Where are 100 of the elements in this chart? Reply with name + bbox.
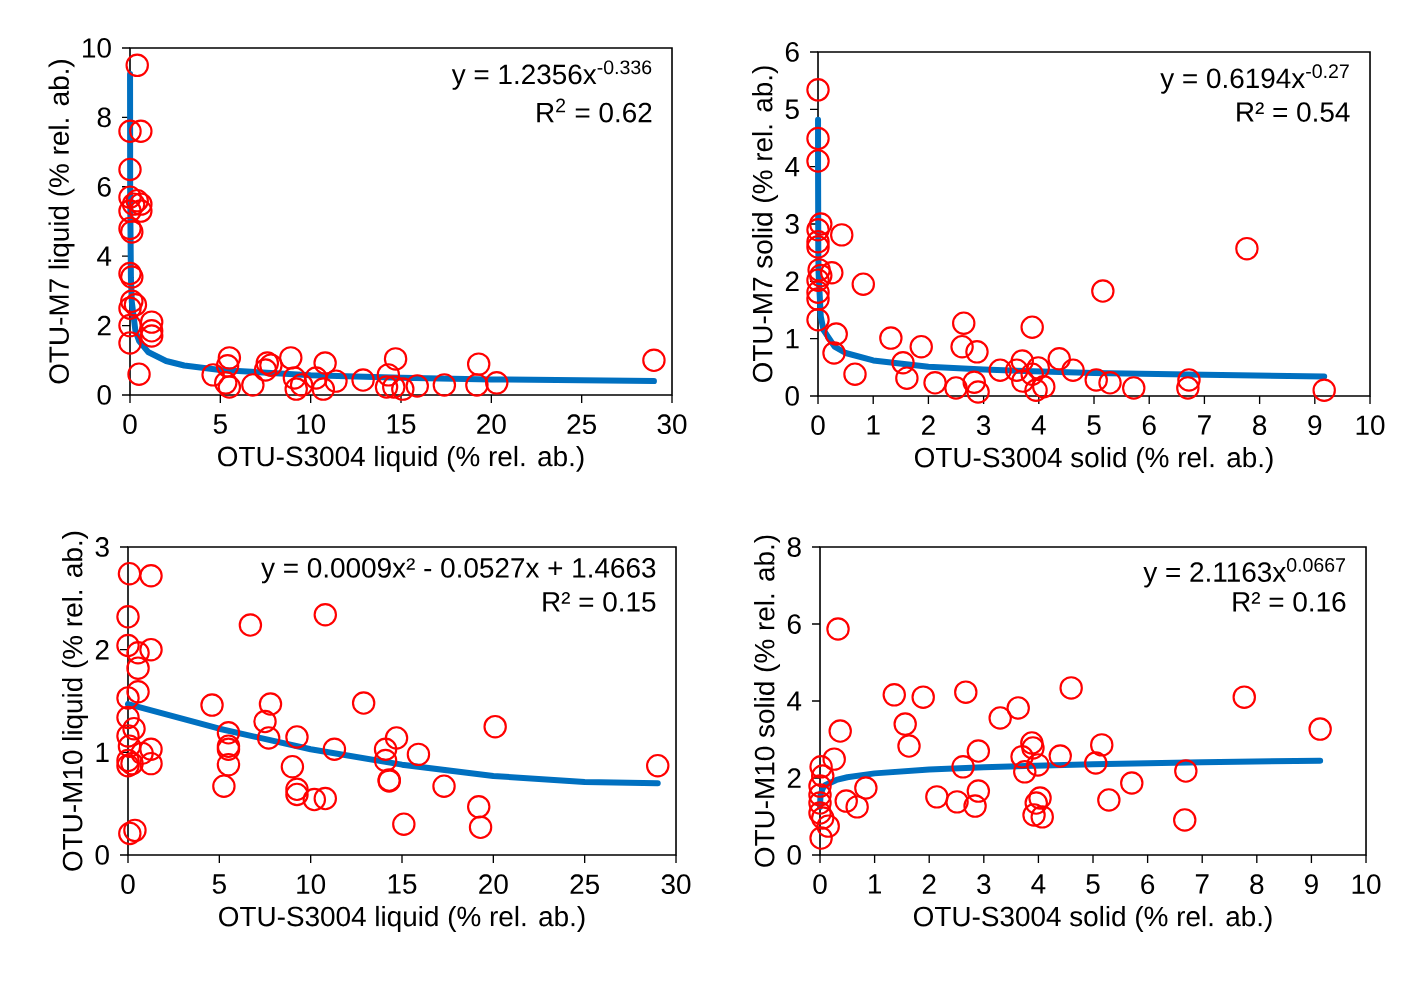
point (882, 683, 906, 707)
y-tick-label: 0 (787, 845, 801, 865)
point (126, 680, 150, 704)
point (845, 795, 869, 819)
point (285, 782, 309, 807)
annotation: R$^{2}$ = 0.62 (537, 98, 652, 123)
y-tick-label: 2 (97, 315, 111, 336)
point (282, 366, 307, 390)
point (238, 613, 263, 637)
point (1020, 315, 1044, 339)
point (1174, 759, 1198, 783)
x-axis-title: OTU-S3004 liquid (% rel. ab.) (218, 445, 584, 472)
point (809, 826, 833, 850)
y-tick-label: 8 (787, 537, 801, 557)
point (1084, 751, 1108, 775)
point (1013, 760, 1037, 784)
point (123, 818, 147, 843)
point (808, 774, 832, 798)
point (118, 821, 142, 846)
y-tick-label: 2 (787, 768, 801, 788)
point (382, 375, 406, 399)
point (465, 373, 489, 397)
y-axis-title: OTU-M7 solid (% rel. ab.) (752, 66, 779, 383)
point (373, 748, 398, 773)
annotation: R² = 0.54 (1237, 102, 1350, 122)
point (1030, 805, 1054, 829)
x-tick-label: 30 (661, 874, 691, 895)
y-tick-label: 6 (785, 42, 799, 62)
x-tick-label: 0 (121, 874, 135, 895)
y-tick-label: 4 (785, 157, 800, 177)
point (125, 53, 149, 78)
annotation: R² = 0.15 (543, 591, 656, 612)
point (826, 617, 850, 641)
point (279, 346, 303, 370)
point (951, 755, 975, 779)
x-tick-label: 20 (479, 874, 508, 895)
point (118, 313, 142, 338)
point (1232, 685, 1256, 709)
point (130, 741, 154, 766)
point (806, 280, 830, 304)
x-tick-label: 1 (868, 874, 881, 894)
point (806, 287, 830, 311)
point (806, 78, 830, 102)
x-axis-title: OTU-S3004 solid (% rel. ab.) (913, 905, 1272, 932)
point (1026, 753, 1050, 777)
point (139, 319, 164, 343)
point (911, 685, 935, 709)
x-tick-label: 0 (813, 874, 827, 895)
point (201, 363, 225, 387)
point (1047, 346, 1071, 371)
annotation: y = 1.2356x$^{-0.336}$ (451, 60, 652, 90)
x-tick-label: 9 (1308, 415, 1322, 436)
point (806, 230, 830, 254)
point (285, 725, 309, 749)
point (256, 726, 281, 750)
point (118, 185, 142, 209)
y-tick-label: 2 (785, 271, 799, 292)
point (834, 789, 858, 813)
x-tick-label: 6 (1142, 415, 1156, 436)
point (828, 719, 852, 743)
point (117, 561, 142, 586)
point (117, 734, 142, 758)
x-tick-label: 30 (657, 414, 687, 435)
point (392, 812, 416, 836)
point (284, 377, 308, 401)
point (289, 373, 314, 397)
point (1084, 368, 1108, 392)
point (116, 686, 140, 710)
x-tick-label: 7 (1195, 874, 1209, 894)
point (1048, 744, 1072, 768)
point (253, 358, 278, 382)
point (1059, 676, 1083, 700)
point (1177, 368, 1201, 392)
x-tick-label: 6 (1141, 874, 1155, 895)
point (824, 322, 848, 346)
y-tick-label: 0 (95, 845, 109, 865)
point (116, 605, 140, 629)
x-tick-label: 15 (387, 414, 416, 434)
point (116, 724, 140, 748)
point (1020, 731, 1044, 755)
point (808, 791, 832, 815)
y-axis-title: OTU-M10 liquid (% rel. ab.) (62, 531, 89, 871)
point (966, 779, 991, 803)
point (139, 310, 164, 334)
point (313, 603, 338, 627)
point (646, 753, 670, 778)
y-tick-label: 2 (95, 639, 109, 660)
point (925, 785, 949, 809)
point (1010, 349, 1034, 373)
point (383, 347, 408, 371)
x-tick-label: 5 (213, 414, 227, 434)
x-axis-title: OTU-S3004 liquid (% rel. ab.) (219, 905, 585, 932)
point (809, 755, 833, 779)
point (897, 734, 921, 758)
y-tick-label: 0 (785, 386, 799, 406)
y-axis-title: OTU-M7 liquid (% rel. ab.) (48, 60, 75, 384)
point (118, 119, 142, 144)
point (116, 705, 140, 730)
point (1004, 358, 1029, 382)
point (816, 814, 840, 838)
